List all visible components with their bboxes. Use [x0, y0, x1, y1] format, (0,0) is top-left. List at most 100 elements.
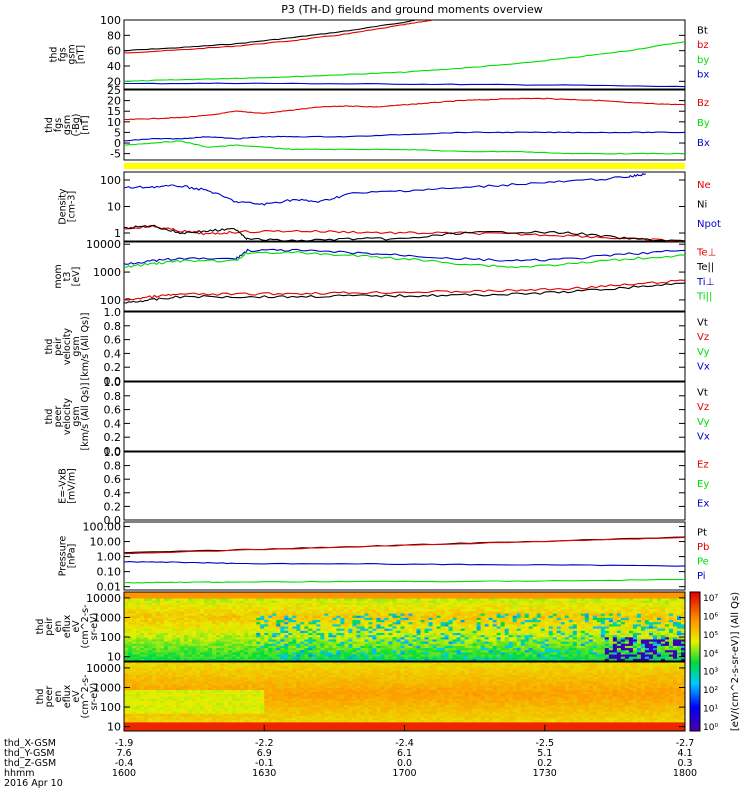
spectrogram-cell	[624, 650, 630, 653]
spectrogram-cell	[636, 632, 642, 636]
spectrogram-cell	[672, 611, 678, 614]
spectrogram-cell	[648, 658, 654, 662]
spectrogram-cell	[148, 598, 153, 602]
spectrogram-cell	[540, 592, 546, 595]
spectrogram-cell	[644, 617, 650, 621]
spectrogram-cell	[380, 596, 385, 599]
spectrogram-cell	[636, 598, 642, 602]
spectrogram-cell	[268, 637, 273, 640]
spectrogram-cell	[152, 615, 157, 619]
spectrogram-cell	[232, 602, 237, 606]
spectrogram-cell	[548, 658, 554, 662]
legend-entry: Vt	[697, 317, 708, 328]
spectrogram-cell	[516, 639, 522, 642]
spectrogram-cell	[176, 641, 181, 645]
spectrogram-cell	[132, 690, 137, 693]
spectrogram-cell	[288, 643, 293, 647]
spectrogram-cell	[464, 609, 470, 612]
spectrogram-cell	[352, 613, 357, 617]
spectrogram-cell	[228, 635, 233, 638]
spectrogram-cell	[332, 637, 337, 640]
spectrogram-cell	[352, 622, 357, 625]
y-tick-label: 15	[107, 105, 121, 118]
spectrogram-cell	[660, 658, 666, 662]
spectrogram-cell	[280, 622, 285, 625]
spectrogram-cell	[344, 635, 349, 638]
spectrogram-cell	[368, 654, 373, 658]
spectrogram-cell	[368, 648, 373, 651]
spectrogram-cell	[408, 592, 413, 595]
spectrogram-cell	[552, 617, 558, 621]
series-Ti⊥	[123, 248, 686, 265]
spectrogram-cell	[600, 656, 606, 660]
spectrogram-cell	[124, 672, 129, 676]
spectrogram-cell	[664, 648, 670, 651]
spectrogram-cell	[616, 604, 622, 608]
spectrogram-cell	[320, 615, 325, 619]
spectrogram-cell	[244, 654, 249, 658]
spectrogram-cell	[496, 648, 502, 651]
spectrogram-cell	[320, 609, 325, 612]
spectrogram-cell	[480, 658, 486, 662]
spectrogram-cell	[356, 617, 361, 621]
spectrogram-cell	[140, 683, 145, 687]
spectrogram-cell	[180, 611, 185, 614]
spectrogram-cell	[192, 617, 197, 621]
spectrogram-cell	[444, 626, 449, 630]
spectrogram-cell	[576, 658, 582, 662]
spectrogram-cell	[192, 602, 197, 606]
spectrogram-cell	[268, 624, 273, 627]
spectrogram-cell	[272, 624, 277, 627]
spectrogram-cell	[256, 632, 261, 636]
spectrogram-cell	[560, 650, 566, 653]
spectrogram-cell	[140, 705, 145, 708]
spectrogram-cell	[224, 632, 229, 636]
spectrogram-cell	[344, 594, 349, 597]
spectrogram-cell	[472, 592, 478, 595]
spectrogram-cell	[420, 609, 425, 612]
spectrogram-cell	[184, 607, 189, 610]
spectrogram-cell	[580, 620, 586, 623]
spectrogram-cell	[296, 656, 301, 660]
spectrogram-cell	[412, 609, 417, 612]
spectrogram-cell	[184, 626, 189, 630]
spectrogram-cell	[412, 648, 417, 651]
spectrogram-cell	[628, 609, 634, 612]
spectrogram-cell	[308, 628, 313, 632]
spectrogram-cell	[512, 592, 518, 595]
spectrogram-cell	[448, 596, 453, 599]
spectrogram-cell	[372, 648, 377, 651]
spectrogram-cell	[168, 628, 173, 632]
spectrogram-cell	[376, 645, 381, 649]
spectrogram-cell	[208, 652, 213, 655]
spectrogram-cell	[144, 672, 149, 676]
spectrogram-cell	[344, 641, 349, 645]
spectrogram-cell	[344, 622, 349, 625]
spectrogram-cell	[148, 670, 153, 674]
spectrogram-cell	[664, 592, 670, 595]
spectrogram-cell	[220, 609, 225, 612]
spectrogram-cell	[480, 594, 486, 597]
spectrogram-cell	[308, 626, 313, 630]
spectrogram-cell	[160, 592, 165, 595]
spectrogram-cell	[136, 628, 141, 632]
spectrogram-cell	[540, 613, 546, 617]
spectrogram-cell	[152, 617, 157, 621]
spectrogram-cell	[588, 615, 594, 619]
spectrogram-cell	[396, 592, 401, 595]
spectrogram-cell	[200, 648, 205, 651]
spectrogram-cell	[244, 620, 249, 623]
series-Bt	[123, 19, 416, 52]
spectrogram-cell	[316, 654, 321, 658]
spectrogram-cell	[536, 598, 542, 602]
spectrogram-cell	[220, 648, 225, 651]
spectrogram-cell	[124, 681, 129, 684]
spectrogram-cell	[372, 607, 377, 610]
spectrogram-cell	[600, 643, 606, 647]
spectrogram-cell	[648, 620, 654, 623]
spectrogram-cell	[404, 641, 409, 645]
spectrogram-cell	[172, 632, 177, 636]
spectrogram-cell	[248, 613, 253, 617]
spectrogram-cell	[552, 626, 558, 630]
spectrogram-cell	[380, 615, 385, 619]
